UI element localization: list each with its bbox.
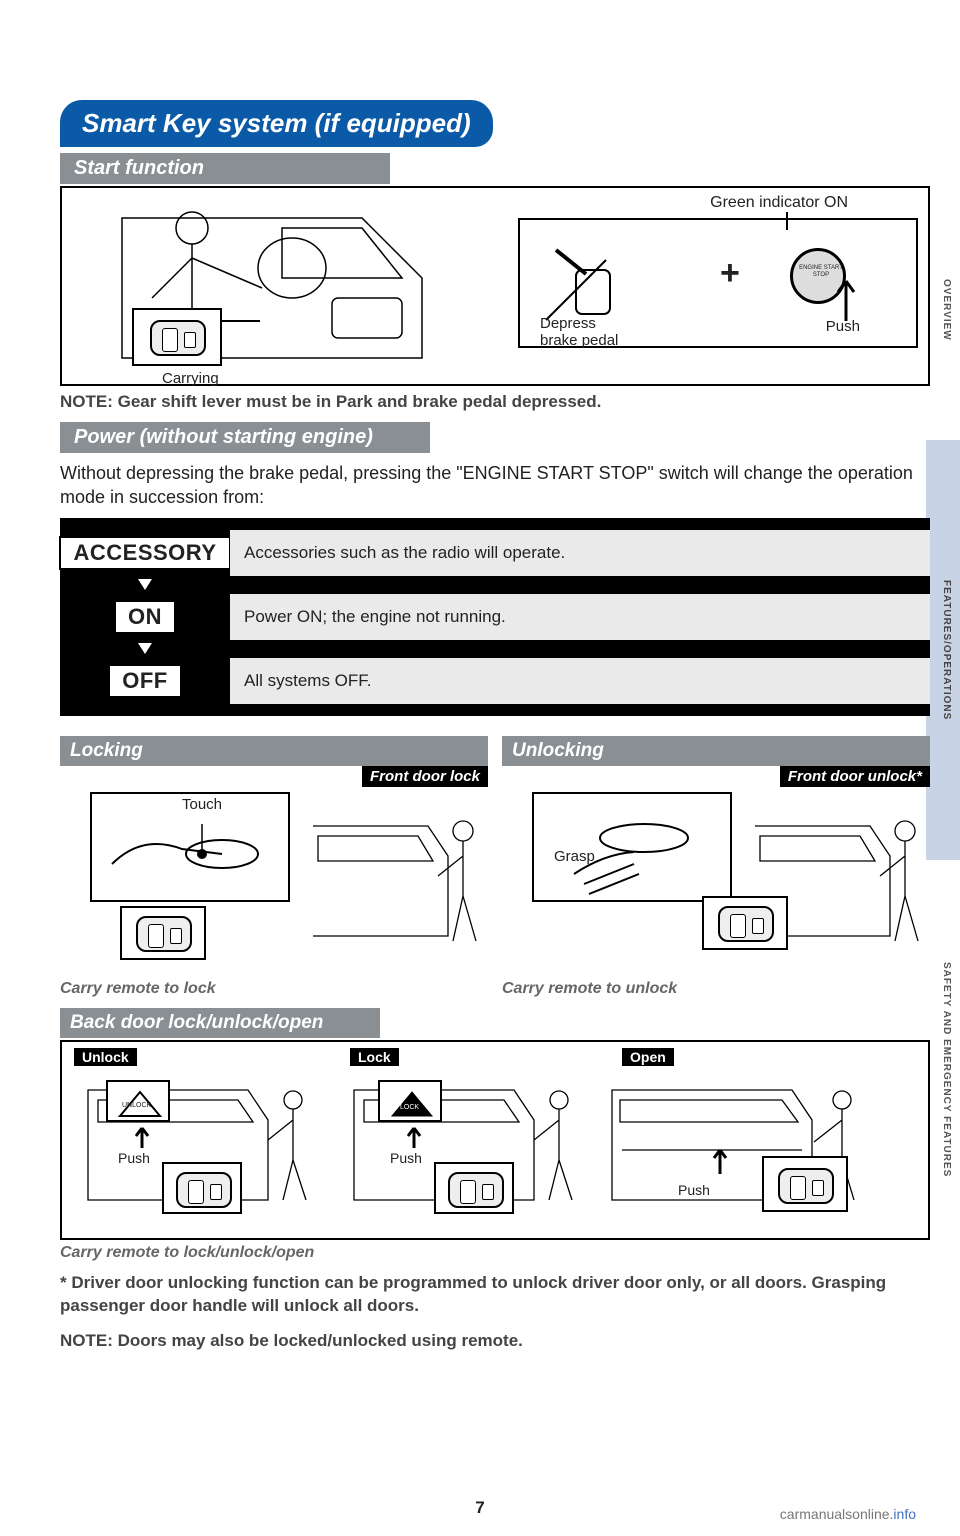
push-3: Push — [678, 1182, 710, 1198]
start-diagram: Carrying + ENGINE START STOP Depress bra… — [60, 186, 930, 386]
power-intro: Without depressing the brake pedal, pres… — [60, 461, 930, 510]
mode-on: ON — [114, 600, 176, 634]
push-2: Push — [390, 1150, 422, 1166]
caption-lock: Carry remote to lock — [60, 980, 488, 998]
heading-backdoor: Back door lock/unlock/open — [60, 1008, 380, 1038]
push-1: Push — [118, 1150, 150, 1166]
page-number: 7 — [475, 1498, 484, 1518]
heading-unlocking: Unlocking — [502, 736, 930, 766]
footnote-note: NOTE: Doors may also be locked/unlocked … — [60, 1331, 930, 1351]
heading-power: Power (without starting engine) — [60, 422, 430, 453]
locking-diagram: Front door lock Touch — [60, 766, 488, 976]
mode-off: OFF — [108, 664, 182, 698]
unlock-btn-text: UNLOCK — [122, 1102, 151, 1109]
lock-btn-text: LOCK — [400, 1104, 419, 1111]
label-carrying: Carrying — [162, 370, 219, 387]
tag-front-lock: Front door lock — [362, 766, 488, 787]
heading-locking: Locking — [60, 736, 488, 766]
label-grasp: Grasp — [554, 848, 595, 865]
heading-start: Start function — [60, 153, 390, 184]
label-touch: Touch — [182, 796, 222, 813]
mode-accessory: ACCESSORY — [59, 536, 230, 570]
plus-icon: + — [720, 254, 740, 293]
mode-sequence: ACCESSORY Accessories such as the radio … — [60, 518, 930, 716]
mode-accessory-desc: Accessories such as the radio will opera… — [230, 530, 930, 576]
watermark-a: carmanualsonline — [780, 1506, 890, 1522]
label-push: Push — [826, 318, 860, 335]
caption-unlock: Carry remote to unlock — [502, 980, 930, 998]
page: Smart Key system (if equipped) Start fun… — [0, 0, 960, 1381]
backdoor-diagram: Unlock Lock Open UNLOCK Push — [60, 1040, 930, 1240]
label-depress: Depress brake pedal — [540, 316, 618, 349]
watermark-b: .info — [890, 1506, 916, 1522]
watermark: carmanualsonline.info — [780, 1506, 916, 1522]
mode-off-desc: All systems OFF. — [230, 658, 930, 704]
tag-front-unlock: Front door unlock* — [780, 766, 930, 787]
caption-backdoor: Carry remote to lock/unlock/open — [60, 1244, 930, 1262]
mode-on-desc: Power ON; the engine not running. — [230, 594, 930, 640]
unlocking-diagram: Front door unlock* Grasp — [502, 766, 930, 976]
footnote-asterisk: * Driver door unlocking function can be … — [60, 1272, 930, 1318]
label-indicator: Green indicator ON — [710, 194, 848, 212]
page-title: Smart Key system (if equipped) — [60, 100, 493, 147]
start-note: NOTE: Gear shift lever must be in Park a… — [60, 392, 930, 412]
